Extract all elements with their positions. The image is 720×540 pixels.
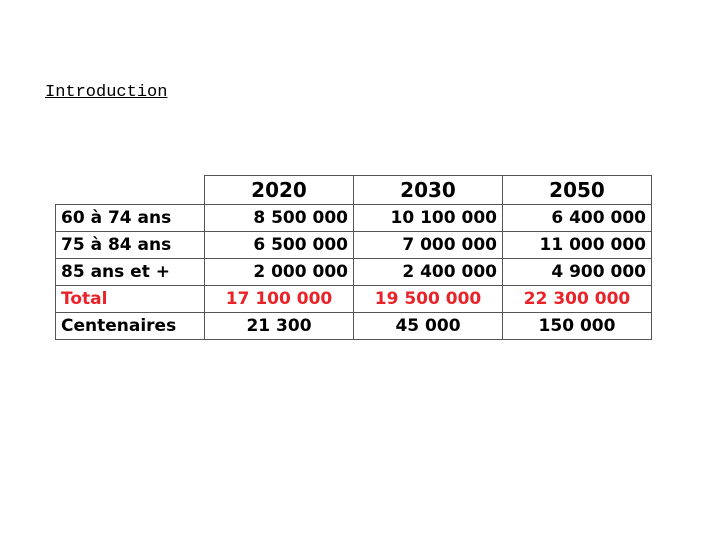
data-table: 2020 2030 2050 60 à 74 ans 8 500 000 10 100 … (55, 175, 652, 340)
table-cell: 6 500 000 (204, 231, 354, 259)
table-row: Centenaires 21 300 45 000 150 000 (55, 312, 652, 340)
row-label: 75 à 84 ans (55, 231, 205, 259)
column-header: 2050 (502, 175, 652, 205)
row-label: Centenaires (55, 312, 205, 340)
table-cell: 7 000 000 (353, 231, 503, 259)
row-label: 85 ans et + (55, 258, 205, 286)
table-cell: 22 300 000 (502, 285, 652, 313)
slide-title: Introduction (45, 83, 168, 102)
table-row: 85 ans et +2 000 000 2 400 000 4 900 000 (55, 258, 652, 286)
table-row: 60 à 74 ans 8 500 000 10 100 000 6 400 000 (55, 204, 652, 232)
table-cell: 6 400 000 (502, 204, 652, 232)
table-cell: 17 100 000 (204, 285, 354, 313)
table-row: Total 17 100 000 19 500 000 22 300 000 (55, 285, 652, 313)
table-cell: 8 500 000 (204, 204, 354, 232)
table-cell: 45 000 (353, 312, 503, 340)
corner-cell (55, 175, 205, 205)
table-cell: 21 300 (204, 312, 354, 340)
table-cell: 150 000 (502, 312, 652, 340)
row-label: 60 à 74 ans (55, 204, 205, 232)
row-label: Total (55, 285, 205, 313)
table-cell: 11 000 000 (502, 231, 652, 259)
header-row: 2020 2030 2050 (55, 175, 652, 205)
column-header: 2020 (204, 175, 354, 205)
column-header: 2030 (353, 175, 503, 205)
table-cell: 2 000 000 (204, 258, 354, 286)
table-cell: 19 500 000 (353, 285, 503, 313)
table-row: 75 à 84 ans 6 500 000 7 000 000 11 000 000 (55, 231, 652, 259)
table-cell: 4 900 000 (502, 258, 652, 286)
table-cell: 2 400 000 (353, 258, 503, 286)
table-cell: 10 100 000 (353, 204, 503, 232)
